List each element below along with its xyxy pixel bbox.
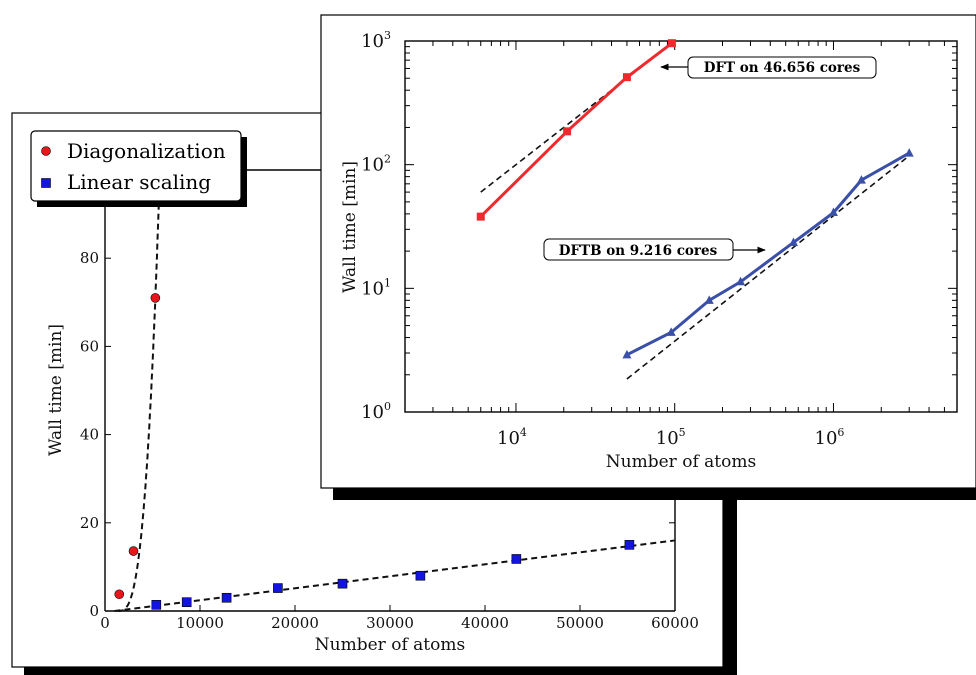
linear-x-tick-label: 30000 (366, 614, 414, 632)
log-x-tick-label: 105 (656, 426, 686, 449)
diagonalization-point (150, 293, 161, 303)
dft-point (667, 39, 676, 48)
log-axes: 104 105 106 100 101 102 103 (361, 29, 958, 449)
linear-scaling-point (337, 578, 348, 589)
linear-scaling-point (511, 554, 522, 564)
linear-x-tick-label: 20000 (271, 614, 319, 632)
linear-scaling-point (624, 540, 635, 550)
linear-scaling-point (415, 570, 426, 581)
dft-series-line (479, 42, 673, 218)
log-x-axis-title: Number of atoms (606, 452, 756, 472)
linear-axes: 0 10000 20000 30000 40000 50000 60000 0 20 40 60 80 (80, 249, 699, 632)
linear-scaling-point (273, 583, 283, 593)
dftb-point (704, 295, 714, 304)
log-data-points (476, 39, 914, 359)
log-y-tick-label: 100 (361, 400, 391, 423)
legend-box (30, 130, 242, 202)
dftb-point (904, 148, 914, 157)
legend-diagonalization-label: Diagonalization (67, 139, 226, 163)
log-plot-area (404, 40, 958, 413)
dftb-point (856, 175, 866, 184)
legend-linear-scaling-label: Linear scaling (67, 170, 211, 194)
log-x-tick-label: 106 (815, 426, 845, 449)
linear-data-points (114, 293, 635, 610)
linear-y-tick-label: 80 (80, 249, 99, 267)
log-y-tick-label: 102 (361, 153, 391, 176)
dftb-point (622, 349, 632, 359)
dftb-point (828, 207, 838, 217)
dftb-point (736, 276, 746, 286)
linear-x-axis-title: Number of atoms (315, 635, 465, 655)
legend-linear-scaling-marker (41, 178, 51, 188)
linear-scaling-fit-line (114, 539, 676, 612)
linear-x-tick-label: 0 (100, 614, 110, 632)
linear-y-tick-label: 60 (80, 337, 99, 355)
log-y-tick-label: 101 (361, 276, 391, 299)
dft-point (563, 127, 572, 136)
linear-x-tick-label: 60000 (651, 614, 699, 632)
log-y-axis-title: Wall time [min] (340, 161, 360, 293)
dft-point (622, 73, 631, 82)
diagonalization-fit-line (117, 154, 162, 612)
linear-scaling-point (181, 597, 192, 607)
log-y-tick-label: 103 (361, 29, 391, 52)
annotation-dftb-text: DFTB on 9.216 cores (559, 243, 718, 259)
dftb-series-line (626, 151, 910, 357)
log-x-tick-label: 104 (497, 426, 527, 449)
linear-x-tick-label: 40000 (461, 614, 509, 632)
annotation-dft-text: DFT on 46.656 cores (704, 60, 861, 76)
linear-scaling-point (221, 592, 232, 603)
log-log-panel: 104 105 106 100 101 102 103 Number of atoms Wa… (320, 14, 976, 500)
log-series-lines (479, 42, 910, 357)
linear-scaling-point (151, 600, 162, 610)
linear-y-tick-label: 0 (89, 602, 99, 620)
dftb-point (788, 237, 798, 246)
linear-y-axis-title: Wall time [min] (46, 324, 66, 456)
legend: Diagonalization Linear scaling (30, 130, 247, 207)
annotation-dftb: DFTB on 9.216 cores (543, 238, 766, 261)
linear-y-tick-label: 20 (80, 514, 99, 532)
legend-diagonalization-marker (41, 146, 51, 156)
linear-y-tick-label: 40 (80, 426, 99, 444)
linear-x-tick-label: 10000 (176, 614, 224, 632)
dft-point (476, 212, 485, 221)
annotation-dft: DFT on 46.656 cores (660, 56, 877, 79)
dftb-point (666, 327, 676, 336)
linear-x-tick-label: 50000 (556, 614, 604, 632)
diagonalization-point (128, 546, 139, 556)
linear-fit-lines (114, 154, 676, 612)
diagonalization-point (114, 589, 125, 600)
